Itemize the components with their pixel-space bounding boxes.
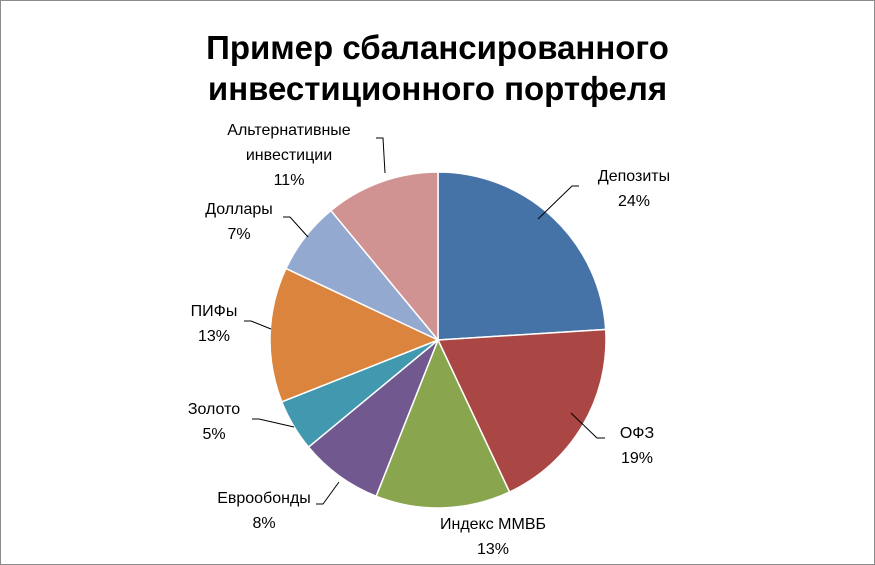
pie-slice <box>375 338 511 509</box>
pie-slice <box>437 171 607 341</box>
leader-line <box>252 418 295 428</box>
data-label-category: инвестиции <box>246 147 332 164</box>
data-label-percent: 5% <box>202 426 225 443</box>
data-label-category: ПИФы <box>191 303 238 320</box>
chart-title: Пример сбалансированного инвестиционного… <box>1 27 874 109</box>
data-label-category: Депозиты <box>598 168 670 185</box>
chart-title-line-1: Пример сбалансированного <box>206 29 669 66</box>
data-label-category: Доллары <box>205 201 273 218</box>
pie-slice <box>329 171 439 343</box>
pie-slice <box>436 328 607 494</box>
leader-line <box>283 216 309 238</box>
data-label-category: ОФЗ <box>620 425 654 442</box>
data-label-category: Альтернативные <box>227 122 351 139</box>
data-label-percent: 24% <box>618 193 650 210</box>
data-label-percent: 13% <box>198 328 230 345</box>
chart-title-line-2: инвестиционного портфеля <box>207 70 668 107</box>
leader-line <box>537 185 579 220</box>
data-label-percent: 19% <box>621 450 653 467</box>
data-label-category: Индекс ММВБ <box>440 516 546 533</box>
data-label-category: Еврообонды <box>217 490 311 507</box>
data-label-category: Золото <box>188 401 240 418</box>
pie-slice <box>269 267 440 403</box>
leader-line <box>244 320 272 330</box>
data-label-percent: 11% <box>274 172 305 189</box>
data-label-percent: 8% <box>252 515 275 532</box>
leader-line <box>316 481 340 505</box>
data-label-percent: 13% <box>477 541 509 558</box>
leader-line <box>570 412 605 439</box>
leader-line <box>376 137 386 174</box>
data-label-percent: 7% <box>227 226 250 243</box>
